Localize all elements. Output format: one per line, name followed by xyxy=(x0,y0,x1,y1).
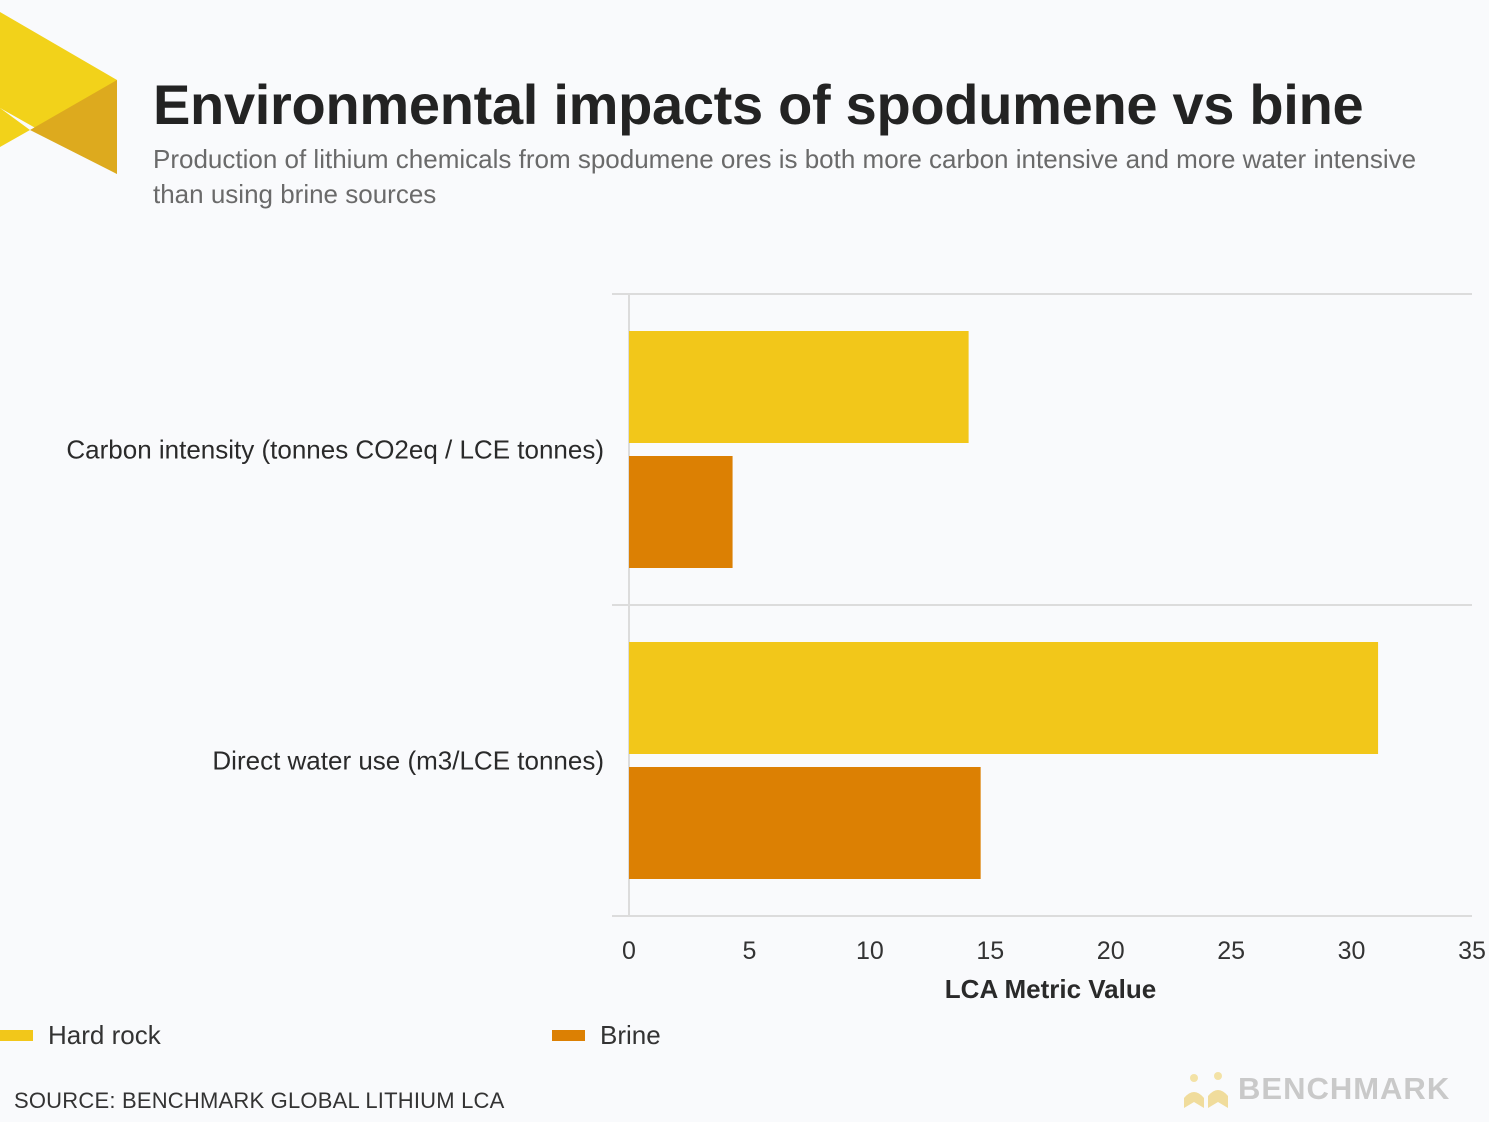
x-tick-label: 35 xyxy=(1458,937,1486,965)
bar-hard-rock-0 xyxy=(629,331,969,443)
corner-chevron-icon xyxy=(0,12,117,174)
brand-logo: BENCHMARK xyxy=(1180,1068,1450,1110)
category-label: Direct water use (m3/LCE tonnes) xyxy=(212,746,604,776)
bar-chart: Carbon intensity (tonnes CO2eq / LCE ton… xyxy=(66,293,1486,1004)
bar-hard-rock-1 xyxy=(629,642,1379,754)
source-note: SOURCE: BENCHMARK GLOBAL LITHIUM LCA xyxy=(14,1088,505,1113)
legend-swatch-hard-rock xyxy=(0,1029,33,1041)
bar-brine-0 xyxy=(629,456,733,568)
legend-label-hard-rock: Hard rock xyxy=(48,1019,161,1050)
x-tick-label: 0 xyxy=(622,937,636,965)
bar-brine-1 xyxy=(629,767,981,879)
x-tick-label: 10 xyxy=(856,937,884,965)
benchmark-logo-icon xyxy=(1184,1072,1228,1108)
legend-label-brine: Brine xyxy=(600,1019,661,1050)
x-tick-label: 30 xyxy=(1338,937,1366,965)
category-label: Carbon intensity (tonnes CO2eq / LCE ton… xyxy=(66,435,604,465)
legend-swatch-brine xyxy=(552,1029,585,1041)
x-tick-label: 5 xyxy=(742,937,756,965)
x-tick-label: 20 xyxy=(1097,937,1125,965)
legend-item-hard-rock[interactable]: Hard rock xyxy=(0,1018,161,1052)
chart-subtitle: Production of lithium chemicals from spo… xyxy=(153,144,1417,209)
x-axis-title: LCA Metric Value xyxy=(945,974,1156,1004)
chart-title: Environmental impacts of spodumene vs bi… xyxy=(153,73,1364,136)
x-tick-label: 25 xyxy=(1217,937,1245,965)
x-tick-label: 15 xyxy=(976,937,1004,965)
legend-item-brine[interactable]: Brine xyxy=(552,1018,661,1052)
brand-name: BENCHMARK xyxy=(1238,1071,1451,1106)
